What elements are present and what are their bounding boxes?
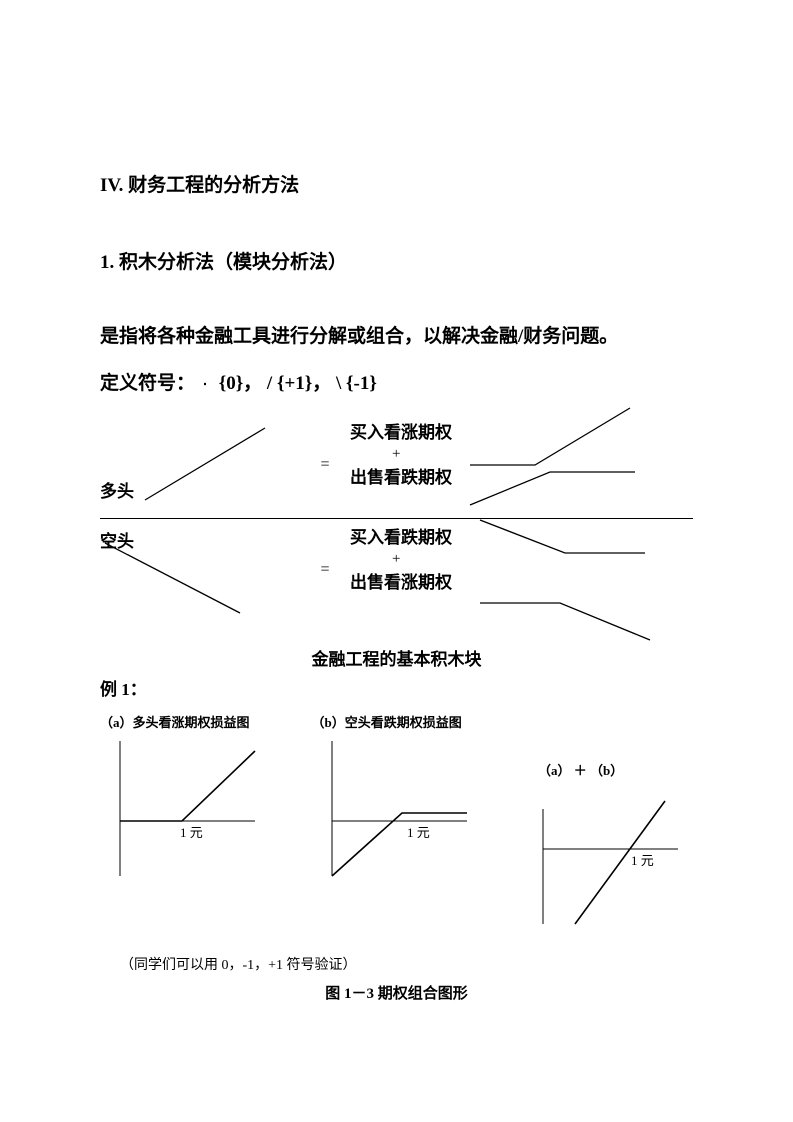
payoff-diagrams-row: （a）多头看涨期权损益图 1 元 （b）空头看跌期权损益图 1 元 （a） ＋ … [100,712,693,924]
decomp-row-long: 多头 = 买入看涨期权 + 出售看跌期权 [100,420,693,510]
dash-icon [204,380,206,388]
verify-note: （同学们可以用 0，-1，+1 符号验证） [120,954,693,974]
payoff-c-title: （a） ＋ （b） [538,760,693,779]
block-caption: 金融工程的基本积木块 [100,645,693,670]
payoff-b-title: （b）空头看跌期权损益图 [312,712,482,731]
sub-title: 1. 积木分析法（模块分析法） [100,247,693,274]
payoff-a-title: （a）多头看涨期权损益图 [100,712,270,731]
payoff-c: （a） ＋ （b） 1 元 [523,712,693,924]
decomp-left-long: 多头 [100,420,300,510]
decomp-right-long: 买入看涨期权 + 出售看跌期权 [350,420,693,510]
section-title: IV. 财务工程的分析方法 [100,170,693,197]
equals-sign: = [300,456,350,474]
definition-line: 定义符号： {0}， / {+1}， \ {-1} [100,368,693,395]
decomp-left-short: 空头 [100,525,300,615]
decomp-right-short: 买入看跌期权 + 出售看涨期权 [350,525,693,615]
decomposition-diagram: 多头 = 买入看涨期权 + 出售看跌期权 空头 = 买入看跌期权 + 出售看涨期… [100,420,693,615]
svg-text:1 元: 1 元 [180,825,203,840]
def-symbols: {0}， / {+1}， \ {-1} [219,373,377,394]
equals-sign: = [300,561,350,579]
payoff-a: （a）多头看涨期权损益图 1 元 [100,712,270,876]
def-prefix: 定义符号： [100,373,195,394]
figure-caption: 图 1－3 期权组合图形 [100,982,693,1003]
payoff-b: （b）空头看跌期权损益图 1 元 [312,712,482,876]
svg-text:1 元: 1 元 [407,825,430,840]
decomp-row-short: 空头 = 买入看跌期权 + 出售看涨期权 [100,525,693,615]
svg-text:1 元: 1 元 [631,853,654,868]
body-text: 是指将各种金融工具进行分解或组合，以解决金融/财务问题。 [100,314,693,360]
example-label: 例 1： [100,675,693,700]
